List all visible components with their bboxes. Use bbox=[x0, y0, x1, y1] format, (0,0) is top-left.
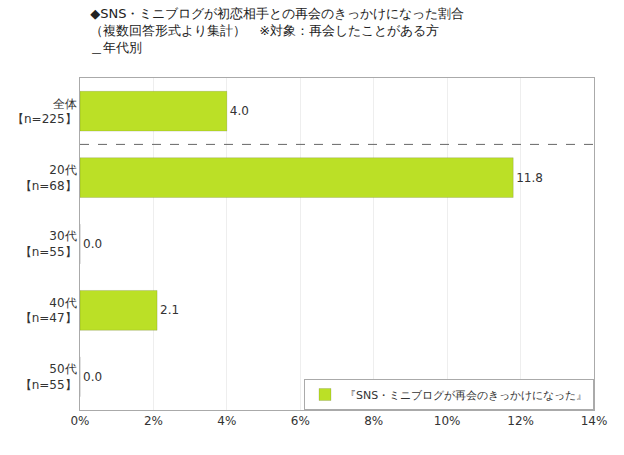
svg-text:4.0: 4.0 bbox=[230, 104, 249, 118]
svg-text:50代【n=55】: 50代【n=55】 bbox=[20, 362, 77, 392]
svg-text:2.1: 2.1 bbox=[160, 303, 179, 317]
svg-text:『SNS・ミニブログが再会のきっかけになった』: 『SNS・ミニブログが再会のきっかけになった』 bbox=[345, 389, 587, 402]
svg-text:4%: 4% bbox=[217, 414, 236, 428]
svg-text:0%: 0% bbox=[70, 414, 89, 428]
svg-text:30代【n=55】: 30代【n=55】 bbox=[20, 229, 77, 259]
svg-text:8%: 8% bbox=[364, 414, 383, 428]
svg-text:14%: 14% bbox=[581, 414, 608, 428]
svg-text:全体【n=225】: 全体【n=225】 bbox=[12, 97, 77, 127]
svg-text:◆SNS・ミニブログが初恋相手との再会のきっかけになった割合: ◆SNS・ミニブログが初恋相手との再会のきっかけになった割合（複数回答形式より集… bbox=[90, 6, 464, 55]
svg-text:11.8: 11.8 bbox=[516, 171, 543, 185]
svg-text:0.0: 0.0 bbox=[83, 370, 102, 384]
svg-text:0.0: 0.0 bbox=[83, 237, 102, 251]
svg-text:20代【n=68】: 20代【n=68】 bbox=[20, 163, 77, 193]
svg-text:12%: 12% bbox=[507, 414, 534, 428]
svg-text:40代【n=47】: 40代【n=47】 bbox=[20, 296, 77, 326]
svg-text:2%: 2% bbox=[144, 414, 163, 428]
svg-text:10%: 10% bbox=[434, 414, 461, 428]
svg-text:6%: 6% bbox=[291, 414, 310, 428]
